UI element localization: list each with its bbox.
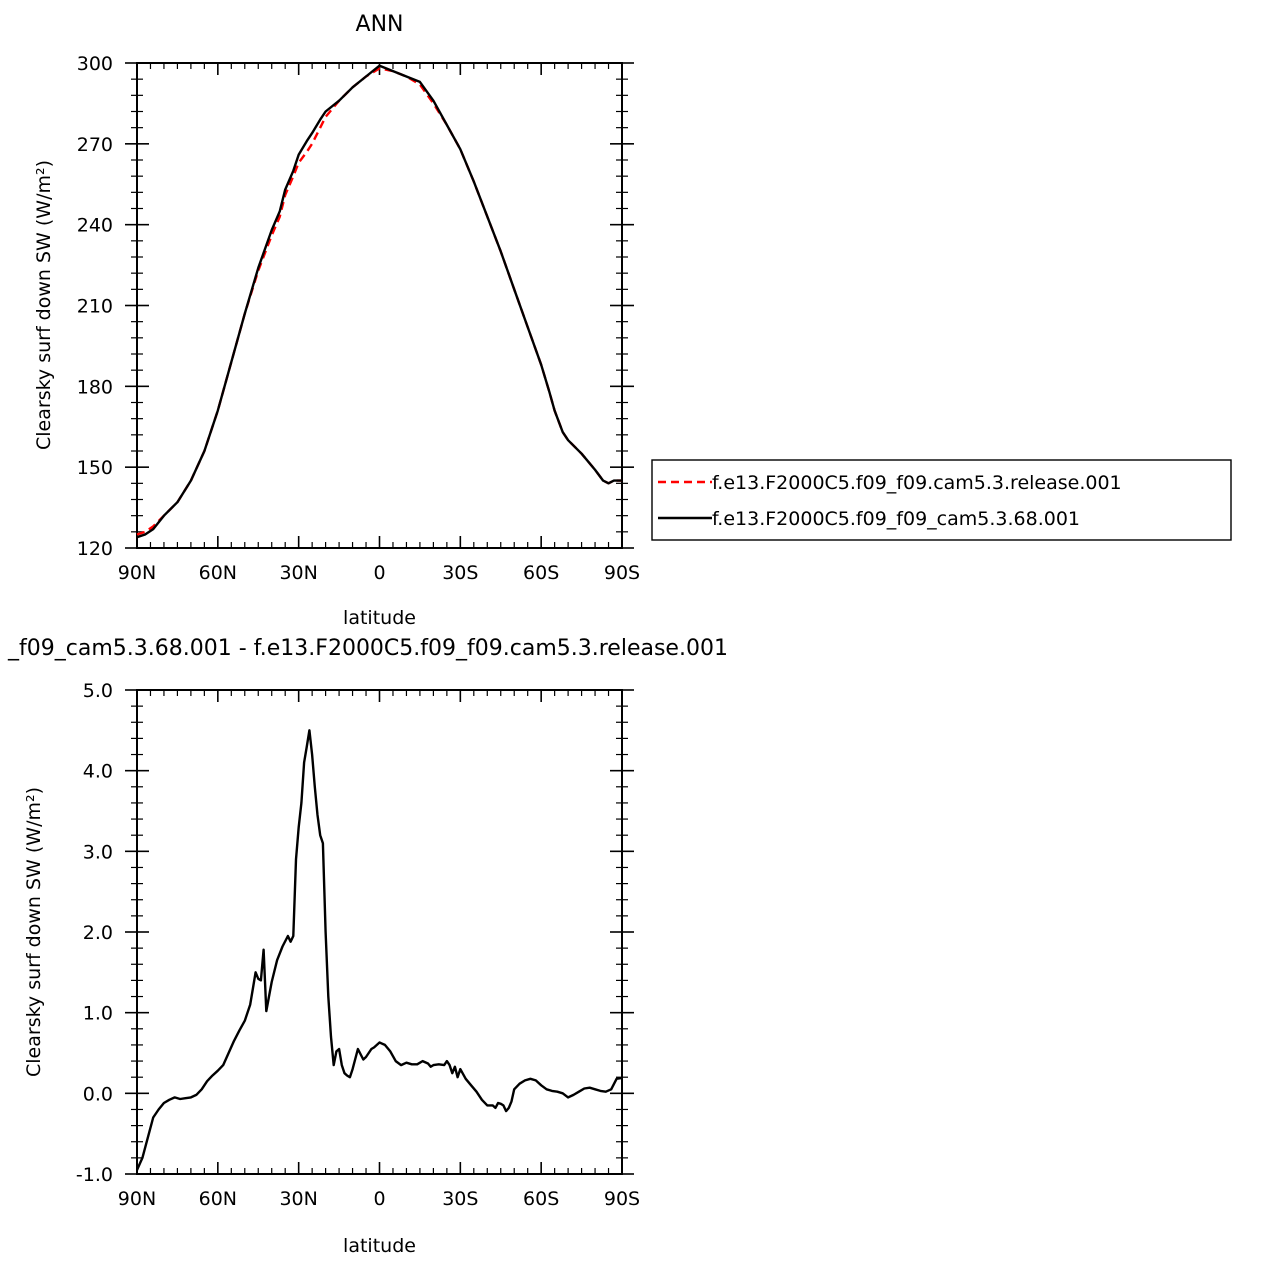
y-tick-label: 0.0 (83, 1083, 113, 1105)
chart-title: ANN (356, 12, 404, 37)
x-tick-label: 0 (373, 1188, 385, 1210)
legend-label-2: f.e13.F2000C5.f09_f09_cam5.3.68.001 (712, 508, 1080, 530)
y-tick-label: 2.0 (83, 922, 113, 944)
x-tick-label: 60N (199, 562, 237, 584)
y-tick-label: 270 (77, 134, 113, 156)
x-tick-label: 30N (279, 562, 317, 584)
x-tick-label: 0 (373, 562, 385, 584)
legend-label-1: f.e13.F2000C5.f09_f09.cam5.3.release.001 (712, 472, 1122, 494)
x-tick-label: 90S (604, 562, 640, 584)
x-tick-label: 60S (523, 562, 559, 584)
y-tick-label: 3.0 (83, 841, 113, 863)
x-tick-label: 30S (442, 1188, 478, 1210)
x-axis-title: latitude (343, 607, 416, 629)
x-tick-label: 90N (118, 562, 156, 584)
chart-panel-1: ANN 90N 60N 30N 0 30S 60S 90S 120 150 180 210 240 270… (33, 12, 1232, 629)
y-axis-title: Clearsky surf down SW (W/m²) (33, 160, 55, 450)
series-line-1 (136, 67, 622, 536)
y-tick-label: 240 (77, 215, 113, 237)
y-tick-label: -1.0 (76, 1164, 113, 1186)
y-tick-label: 1.0 (83, 1003, 113, 1025)
x-axis-title: latitude (343, 1235, 416, 1257)
y-tick-label: 5.0 (83, 680, 113, 702)
x-tick-label: 30S (442, 562, 478, 584)
x-tick-label: 60S (523, 1188, 559, 1210)
legend-box (651, 459, 1232, 541)
x-tick-label: 90S (604, 1188, 640, 1210)
plot-frame (136, 62, 623, 549)
y-tick-label: 150 (77, 457, 113, 479)
y-tick-label: 180 (77, 376, 113, 398)
legend: f.e13.F2000C5.f09_f09.cam5.3.release.001… (651, 459, 1232, 541)
y-tick-label: 120 (77, 538, 113, 560)
y-tick-label: 4.0 (83, 761, 113, 783)
plot-frame (136, 689, 623, 1175)
x-tick-label: 90N (118, 1188, 156, 1210)
series-line-2 (136, 64, 622, 539)
x-tick-label: 60N (199, 1188, 237, 1210)
chart-panel-2: _f09_cam5.3.68.001 - f.e13.F2000C5.f09_f… (7, 636, 728, 1257)
y-tick-label: 210 (77, 296, 113, 318)
series-line-1 (135, 729, 623, 1171)
x-tick-label: 30N (279, 1188, 317, 1210)
chart-title: _f09_cam5.3.68.001 - f.e13.F2000C5.f09_f… (7, 636, 728, 661)
y-tick-label: 300 (77, 53, 113, 75)
y-axis-title: Clearsky surf down SW (W/m²) (23, 787, 45, 1077)
